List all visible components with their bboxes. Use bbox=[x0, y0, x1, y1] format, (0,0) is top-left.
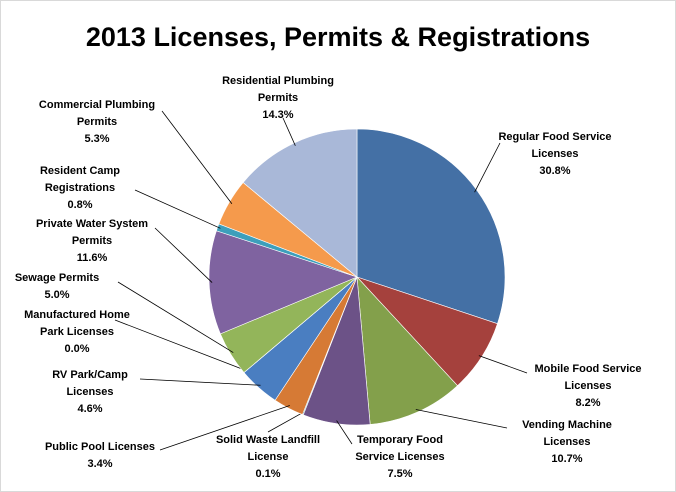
slice-label-line: Licenses bbox=[531, 148, 578, 160]
slice-label-line: License bbox=[248, 451, 289, 463]
pie-slice bbox=[208, 230, 358, 335]
slice-label: Resident Camp Registrations bbox=[40, 165, 120, 194]
leader-line bbox=[114, 319, 247, 371]
slice-label: RV Park/Camp Licenses bbox=[52, 369, 128, 398]
slice-label-line: Sewage Permits bbox=[15, 272, 99, 284]
slice-label: Private Water System Permits bbox=[36, 218, 148, 247]
value-label: 5.0% bbox=[44, 289, 69, 301]
slice-label: Sewage Permits bbox=[15, 272, 99, 284]
slice-label-line: Permits bbox=[258, 92, 298, 104]
slice-label-line: Registrations bbox=[45, 182, 115, 194]
slice-label-line: Permits bbox=[72, 235, 112, 247]
value-label: 0.0% bbox=[64, 343, 89, 355]
slice-label-line: RV Park/Camp bbox=[52, 369, 128, 381]
slice-label-line: Permits bbox=[77, 116, 117, 128]
leader-line bbox=[134, 189, 221, 229]
leader-line bbox=[282, 117, 296, 146]
leader-line bbox=[415, 409, 508, 429]
slice-label: Regular Food Service Licenses bbox=[498, 131, 611, 160]
slice-label-line: Solid Waste Landfill bbox=[216, 434, 320, 446]
leader-line bbox=[159, 405, 290, 451]
leader-line bbox=[336, 420, 353, 445]
slice-label: Vending Machine Licenses bbox=[522, 419, 612, 448]
slice-label-line: Temporary Food bbox=[357, 434, 443, 446]
slice-label: Mobile Food Service Licenses bbox=[535, 363, 642, 392]
slice-label-line: Regular Food Service bbox=[498, 131, 611, 143]
value-label: 10.7% bbox=[551, 453, 582, 465]
leader-line bbox=[154, 227, 213, 283]
leader-line bbox=[474, 142, 501, 193]
value-label: 11.6% bbox=[77, 252, 108, 264]
slice-label: Temporary Food Service Licenses bbox=[355, 434, 444, 463]
slice-label-line: Licenses bbox=[66, 386, 113, 398]
leader-line bbox=[161, 110, 233, 204]
slice-label: Residential Plumbing Permits bbox=[222, 75, 334, 104]
slice-label-line: Manufactured Home bbox=[24, 309, 130, 321]
value-label: 3.4% bbox=[87, 458, 112, 470]
pie-slice bbox=[356, 276, 458, 425]
chart-title: 2013 Licenses, Permits & Registrations bbox=[86, 22, 590, 52]
slice-label-line: Licenses bbox=[543, 436, 590, 448]
value-label: 30.8% bbox=[539, 165, 570, 177]
value-label: 14.3% bbox=[262, 109, 293, 121]
slice-label: Manufactured Home Park Licenses bbox=[24, 309, 130, 338]
slice-label-line: Resident Camp bbox=[40, 165, 120, 177]
leader-line bbox=[117, 281, 234, 353]
pie-slice bbox=[356, 128, 506, 325]
value-label: 4.6% bbox=[77, 403, 102, 415]
slice-label-line: Residential Plumbing bbox=[222, 75, 334, 87]
value-label: 0.1% bbox=[255, 468, 280, 480]
slice-label-line: Vending Machine bbox=[522, 419, 612, 431]
slice-label: Public Pool Licenses bbox=[45, 441, 155, 453]
slice-label-line: Mobile Food Service bbox=[535, 363, 642, 375]
value-label: 8.2% bbox=[575, 397, 600, 409]
value-label: 7.5% bbox=[387, 468, 412, 480]
slice-label-line: Park Licenses bbox=[40, 326, 114, 338]
value-label: 5.3% bbox=[84, 133, 109, 145]
leader-line bbox=[478, 355, 528, 374]
slice-label-line: Service Licenses bbox=[355, 451, 444, 463]
slice-label-line: Private Water System bbox=[36, 218, 148, 230]
slice-label-line: Public Pool Licenses bbox=[45, 441, 155, 453]
slice-label: Commercial Plumbing Permits bbox=[39, 99, 155, 128]
leader-line bbox=[267, 411, 305, 433]
leader-line bbox=[139, 378, 261, 386]
slice-label-line: Commercial Plumbing bbox=[39, 99, 155, 111]
slice-label: Solid Waste Landfill License bbox=[216, 434, 320, 463]
slice-label-line: Licenses bbox=[564, 380, 611, 392]
value-label: 0.8% bbox=[67, 199, 92, 211]
